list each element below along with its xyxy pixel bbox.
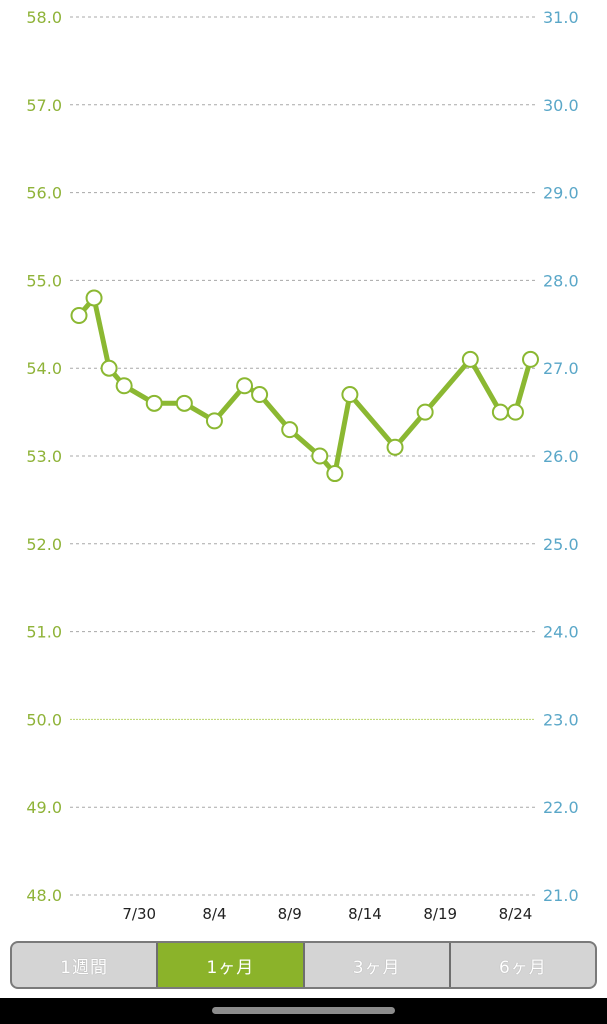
data-point bbox=[115, 377, 133, 395]
x-tick-label: 8/9 bbox=[278, 905, 302, 923]
left-tick-label: 57.0 bbox=[26, 96, 62, 115]
data-point bbox=[175, 394, 193, 412]
left-tick-label: 51.0 bbox=[26, 623, 62, 642]
chart-grid bbox=[70, 16, 535, 896]
left-tick-label: 58.0 bbox=[26, 8, 62, 27]
data-point bbox=[326, 465, 344, 483]
left-tick-label: 49.0 bbox=[26, 798, 62, 817]
x-tick-label: 8/19 bbox=[423, 905, 457, 923]
left-tick-label: 53.0 bbox=[26, 447, 62, 466]
tab-6-months[interactable]: 6ヶ月 bbox=[498, 957, 547, 978]
data-point bbox=[251, 386, 269, 404]
right-tick-label: 24.0 bbox=[543, 623, 579, 642]
home-gesture-handle[interactable] bbox=[212, 1007, 395, 1014]
left-tick-label: 52.0 bbox=[26, 535, 62, 554]
x-tick-label: 8/24 bbox=[499, 905, 533, 923]
data-point bbox=[506, 403, 524, 421]
data-point bbox=[145, 394, 163, 412]
data-point bbox=[236, 377, 254, 395]
tab-1-month[interactable]: 1ヶ月 bbox=[158, 943, 305, 987]
left-tick-label: 56.0 bbox=[26, 184, 62, 203]
x-tick-label: 8/4 bbox=[202, 905, 226, 923]
right-tick-label: 28.0 bbox=[543, 271, 579, 290]
left-tick-label: 55.0 bbox=[26, 271, 62, 290]
data-point bbox=[491, 403, 509, 421]
left-tick-label: 50.0 bbox=[26, 710, 62, 729]
data-point bbox=[311, 447, 329, 465]
right-tick-label: 22.0 bbox=[543, 798, 579, 817]
data-point bbox=[281, 421, 299, 439]
left-tick-label: 54.0 bbox=[26, 359, 62, 378]
x-tick-label: 7/30 bbox=[122, 905, 156, 923]
system-navigation-bar bbox=[0, 998, 607, 1024]
right-tick-label: 29.0 bbox=[543, 184, 579, 203]
left-tick-label: 48.0 bbox=[26, 886, 62, 905]
x-tick-label: 8/14 bbox=[348, 905, 382, 923]
right-tick-label: 23.0 bbox=[543, 710, 579, 729]
right-tick-label: 27.0 bbox=[543, 359, 579, 378]
right-axis: 31.0 30.0 29.0 28.0 27.0 26.0 25.0 24.0 23.0 22.0… bbox=[543, 8, 579, 905]
data-point bbox=[341, 386, 359, 404]
series-line bbox=[76, 295, 533, 477]
right-tick-label: 31.0 bbox=[543, 8, 579, 27]
weight-chart: 58.0 57.0 56.0 55.0 54.0 53.0 52.0 51.0 50.0 49.0… bbox=[26, 8, 579, 923]
data-point bbox=[522, 350, 539, 368]
data-point bbox=[205, 412, 223, 430]
right-tick-label: 25.0 bbox=[543, 535, 579, 554]
data-point bbox=[386, 438, 404, 456]
left-axis: 58.0 57.0 56.0 55.0 54.0 53.0 52.0 51.0 50.0 49.0… bbox=[26, 8, 62, 905]
chart-series bbox=[70, 289, 539, 483]
period-tab-bar: 1週間 1ヶ月 3ヶ月 6ヶ月 bbox=[10, 941, 597, 989]
data-point bbox=[85, 289, 103, 307]
x-axis: 7/30 8/4 8/9 8/14 8/19 8/24 bbox=[122, 905, 532, 923]
tab-1-week[interactable]: 1週間 bbox=[12, 943, 159, 987]
right-tick-label: 30.0 bbox=[543, 96, 579, 115]
data-point bbox=[416, 403, 434, 421]
data-point bbox=[100, 359, 118, 377]
right-tick-label: 26.0 bbox=[543, 447, 579, 466]
right-tick-label: 21.0 bbox=[543, 886, 579, 905]
tab-3-months[interactable]: 3ヶ月 bbox=[305, 943, 451, 987]
data-point bbox=[461, 350, 479, 368]
data-point bbox=[70, 307, 88, 325]
